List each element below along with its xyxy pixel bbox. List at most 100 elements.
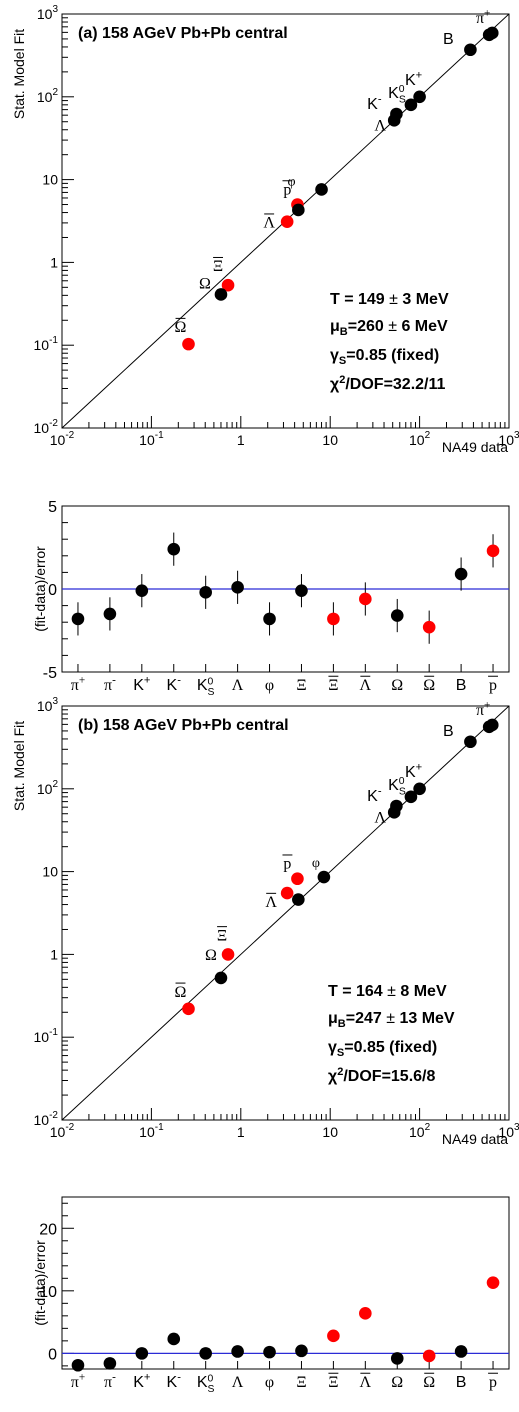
category-label: φ [265, 1374, 274, 1391]
point-label: π+ [476, 699, 490, 718]
y-tick-label: 0 [48, 1346, 57, 1363]
point-label: Ω [175, 984, 187, 1001]
param-temperature: T = 164 ± 8 MeV [328, 983, 447, 1000]
residual-point [167, 542, 181, 556]
residual-point [359, 1307, 372, 1320]
x-tick-label: 10-1 [139, 1122, 164, 1140]
category-label: Λ [360, 677, 372, 694]
point-label: p [283, 856, 291, 873]
panel-b-frame [61, 705, 510, 1121]
residual-point [135, 584, 149, 597]
x-tick-label: 103 [498, 1122, 519, 1140]
point-label: K+ [405, 761, 422, 780]
data-point [404, 790, 418, 804]
data-point [221, 948, 235, 961]
residual-point [359, 592, 372, 606]
residual-b-frame [61, 1196, 510, 1370]
data-point [317, 870, 331, 884]
y-tick-label: 0 [48, 582, 57, 599]
residual-a-ylabel: (fit-data)/error [32, 546, 48, 632]
point-label: B [443, 723, 454, 740]
data-point [214, 288, 228, 301]
y-tick-label: 10-2 [34, 418, 59, 436]
point-label: φ [287, 174, 295, 189]
category-label: Ω [391, 1374, 403, 1391]
residual-b-ylabel: (fit-data)/error [32, 1240, 48, 1326]
y-tick-label: 10-1 [34, 1027, 59, 1045]
panel-a-xlabel: NA49 data [442, 439, 508, 455]
residual-point [295, 1344, 308, 1358]
residual-point [422, 620, 436, 634]
category-label: Λ [232, 1374, 244, 1391]
category-label: Ω [391, 677, 403, 694]
residual-point [422, 1349, 436, 1363]
data-point [387, 114, 401, 127]
category-label: Ξ [296, 1374, 306, 1391]
category-label: π- [104, 675, 116, 694]
point-label: Ω [175, 319, 187, 336]
category-label: Λ [232, 677, 244, 694]
point-label: p [283, 182, 291, 199]
data-point [291, 872, 304, 886]
category-label: p [489, 677, 497, 694]
residual-point [199, 1347, 212, 1360]
residual-point [486, 1276, 500, 1289]
residual-point [454, 1345, 468, 1358]
point-label: K- [367, 94, 382, 113]
y-tick-label: -5 [43, 665, 57, 682]
category-label: K0 S [197, 1373, 215, 1394]
data-point [292, 203, 305, 217]
param-temperature: T = 149 ± 3 MeV [330, 291, 449, 308]
x-tick-label: 10-1 [139, 430, 164, 448]
param-chi2: χ2/DOF=15.6/8 [328, 1066, 435, 1085]
y-tick-label: 10 [42, 864, 58, 880]
x-tick-label: 10 [322, 1124, 338, 1140]
point-label: π+ [476, 7, 490, 26]
category-label: K0 S [197, 676, 215, 697]
y-tick-label: 1 [50, 946, 58, 962]
residual-point [71, 1358, 85, 1372]
data-point [413, 90, 426, 104]
residual-point [263, 1345, 276, 1359]
point-label: Ξ [213, 258, 223, 275]
x-tick-label: 10 [322, 432, 338, 448]
data-point [182, 1002, 195, 1016]
point-label: Ω [205, 947, 217, 964]
residual-point [327, 1329, 340, 1343]
data-point [464, 735, 477, 749]
data-point [485, 26, 499, 40]
data-point [485, 718, 499, 732]
residual-point [263, 612, 276, 626]
panel-b-ylabel: Stat. Model Fit [11, 721, 27, 811]
point-label: K- [367, 786, 382, 805]
point-label: Λ [265, 894, 277, 911]
residual-point [199, 586, 212, 599]
panel-b-xlabel: NA49 data [442, 1131, 508, 1147]
data-point [280, 886, 294, 900]
x-tick-label: 102 [409, 1122, 431, 1140]
residual-point [135, 1347, 149, 1360]
y-tick-label: 10-1 [34, 335, 59, 353]
y-tick-label: 102 [37, 779, 59, 797]
category-label: B [456, 677, 467, 694]
panel-a-ticks: 10-2 10-1 1 10 102 103 10-2 10-1 1 10 102 103 [34, 4, 519, 448]
category-label: π+ [71, 1372, 85, 1391]
point-label: φ [312, 856, 320, 871]
data-point [404, 98, 418, 112]
panel-b-params: T = 164 ± 8 MeV μB=247 ± 13 MeV γS=0.85 … [328, 983, 455, 1085]
diagonal-line [61, 705, 510, 1121]
point-label: Λ [263, 215, 275, 232]
category-label: Ξ [328, 677, 338, 694]
param-gamma-s: γS=0.85 (fixed) [330, 347, 439, 367]
residual-point [231, 1345, 244, 1358]
residual-point [103, 607, 117, 621]
panel-b-title: (b) 158 AGeV Pb+Pb central [78, 717, 289, 734]
residual-point [390, 609, 404, 622]
point-label: Λ [374, 809, 386, 826]
point-label: Λ [374, 117, 386, 134]
data-point [413, 782, 426, 796]
data-point [214, 971, 228, 985]
point-label: Ω [199, 275, 211, 292]
